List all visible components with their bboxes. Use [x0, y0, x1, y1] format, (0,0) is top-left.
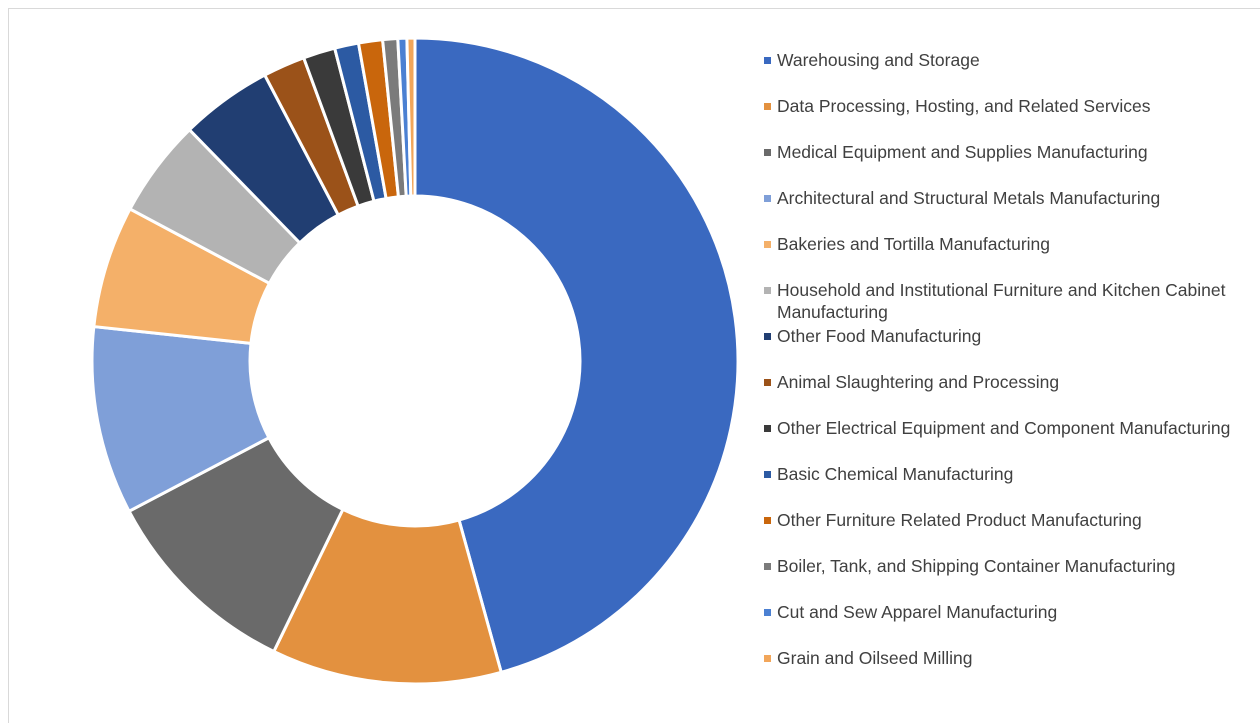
legend-swatch	[764, 241, 771, 248]
legend-label: Data Processing, Hosting, and Related Se…	[777, 96, 1151, 116]
legend-swatch	[764, 287, 771, 294]
legend-swatch	[764, 655, 771, 662]
legend-label: Other Furniture Related Product Manufact…	[777, 510, 1142, 530]
legend-item: Boiler, Tank, and Shipping Container Man…	[764, 555, 1248, 577]
legend-label: Bakeries and Tortilla Manufacturing	[777, 234, 1051, 254]
legend-swatch	[764, 563, 771, 570]
legend-label: Animal Slaughtering and Processing	[777, 372, 1060, 392]
legend-swatch	[764, 57, 771, 64]
legend-item: Other Electrical Equipment and Component…	[764, 417, 1248, 439]
legend-item: Medical Equipment and Supplies Manufactu…	[764, 141, 1248, 163]
legend-label: Boiler, Tank, and Shipping Container Man…	[777, 556, 1176, 576]
legend-swatch	[764, 517, 771, 524]
legend-item: Grain and Oilseed Milling	[764, 647, 1248, 669]
legend-swatch	[764, 195, 771, 202]
legend-label: Cut and Sew Apparel Manufacturing	[777, 602, 1058, 622]
legend-swatch	[764, 103, 771, 110]
legend-swatch	[764, 149, 771, 156]
legend-swatch	[764, 333, 771, 340]
legend-item: Other Food Manufacturing	[764, 325, 1248, 347]
legend-item: Other Furniture Related Product Manufact…	[764, 509, 1248, 531]
legend-label: Basic Chemical Manufacturing	[777, 464, 1014, 484]
legend-item: Basic Chemical Manufacturing	[764, 463, 1248, 485]
legend-swatch	[764, 379, 771, 386]
legend-item: Household and Institutional Furniture an…	[764, 279, 1248, 323]
legend-item: Bakeries and Tortilla Manufacturing	[764, 233, 1248, 255]
legend-label: Other Food Manufacturing	[777, 326, 982, 346]
legend-item: Cut and Sew Apparel Manufacturing	[764, 601, 1248, 623]
donut-slice	[413, 36, 740, 675]
legend-item: Warehousing and Storage	[764, 49, 1248, 71]
legend-label: Other Electrical Equipment and Component…	[777, 418, 1231, 438]
legend-swatch	[764, 471, 771, 478]
legend-item: Architectural and Structural Metals Manu…	[764, 187, 1248, 209]
legend-swatch	[764, 609, 771, 616]
legend-item: Data Processing, Hosting, and Related Se…	[764, 95, 1248, 117]
chart-frame	[8, 8, 1260, 723]
donut-slice	[405, 36, 417, 198]
legend-label: Household and Institutional Furniture an…	[777, 280, 1226, 322]
legend-label: Architectural and Structural Metals Manu…	[777, 188, 1161, 208]
legend-label: Warehousing and Storage	[777, 50, 980, 70]
legend-label: Medical Equipment and Supplies Manufactu…	[777, 142, 1148, 162]
legend-swatch	[764, 425, 771, 432]
chart	[90, 36, 740, 686]
legend-item: Animal Slaughtering and Processing	[764, 371, 1248, 393]
legend-label: Grain and Oilseed Milling	[777, 648, 973, 668]
